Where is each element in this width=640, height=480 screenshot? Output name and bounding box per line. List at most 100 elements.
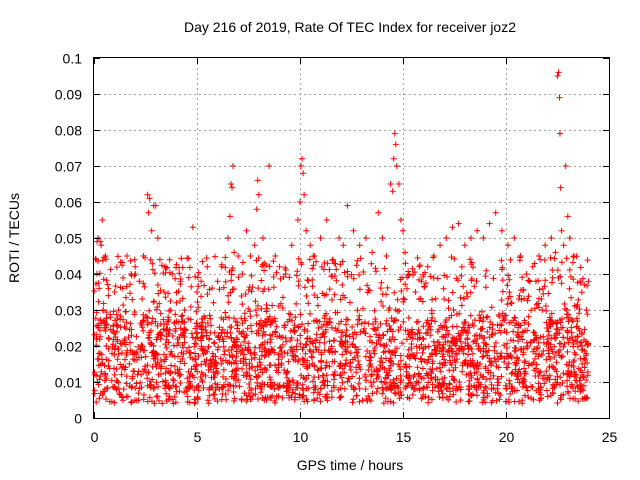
data-point (320, 372, 327, 379)
data-point (441, 359, 448, 366)
data-point (357, 366, 364, 373)
data-point (384, 284, 391, 291)
data-point (566, 266, 573, 273)
grid-lines (94, 58, 609, 418)
data-point (270, 258, 277, 265)
data-point (378, 279, 385, 286)
data-point (99, 391, 106, 398)
data-point (304, 335, 311, 342)
data-point (477, 372, 484, 379)
data-point (416, 263, 423, 270)
data-point (225, 292, 232, 299)
data-point (228, 277, 235, 284)
data-point (482, 348, 489, 355)
data-point (297, 199, 303, 205)
data-point (319, 290, 326, 297)
data-point (361, 319, 368, 326)
data-point (154, 281, 161, 288)
data-point (110, 308, 117, 315)
data-point (179, 295, 186, 302)
data-point (153, 393, 160, 400)
data-point (184, 398, 191, 405)
data-point (205, 343, 212, 350)
data-point (573, 371, 580, 378)
data-point (440, 285, 447, 292)
data-point (301, 284, 308, 291)
data-point (409, 335, 416, 342)
data-point (214, 346, 221, 353)
data-point (443, 394, 450, 401)
data-point (255, 255, 262, 262)
data-point (311, 253, 318, 259)
data-point (445, 305, 452, 312)
data-point (239, 259, 246, 266)
data-point (495, 390, 502, 397)
data-point (420, 384, 427, 391)
data-point (498, 297, 505, 304)
data-point (546, 364, 553, 371)
data-point (528, 383, 535, 390)
data-point (181, 339, 188, 346)
data-point (311, 384, 318, 391)
data-point (402, 249, 409, 256)
data-point (356, 286, 363, 293)
data-point (557, 319, 564, 326)
data-point (309, 276, 316, 283)
data-point (152, 361, 159, 368)
data-point (570, 363, 577, 370)
data-point (279, 334, 286, 341)
data-point (548, 346, 555, 353)
data-point (353, 392, 360, 399)
data-point (118, 371, 125, 378)
data-point (332, 348, 339, 355)
data-point (506, 380, 513, 387)
data-point (224, 329, 231, 336)
data-point (335, 327, 342, 334)
data-point (233, 338, 240, 345)
data-point (261, 267, 268, 274)
data-point (128, 399, 135, 406)
data-point (477, 360, 484, 367)
data-point (353, 349, 360, 356)
data-point (381, 379, 388, 386)
data-point (497, 353, 504, 360)
data-point (158, 332, 165, 339)
data-point (490, 372, 497, 379)
data-point (211, 253, 218, 260)
data-point (355, 380, 362, 387)
data-point (488, 381, 495, 388)
data-point (286, 382, 293, 389)
data-point (129, 296, 136, 303)
data-point (169, 396, 176, 403)
data-point (379, 384, 386, 391)
data-point (142, 363, 149, 370)
data-point (371, 350, 378, 357)
data-point (252, 367, 259, 374)
data-point (413, 349, 420, 356)
data-point (148, 398, 155, 405)
data-point (387, 326, 394, 333)
data-point (234, 325, 241, 332)
data-point (214, 398, 221, 405)
data-point (309, 265, 316, 272)
data-point (154, 383, 161, 390)
data-point (280, 383, 287, 390)
data-point (428, 368, 435, 375)
data-point (380, 303, 387, 310)
data-point (225, 387, 232, 394)
data-point (314, 318, 321, 325)
data-point (282, 271, 289, 277)
data-point (539, 307, 546, 314)
data-point (394, 296, 401, 303)
data-point (282, 264, 289, 271)
data-point (97, 238, 104, 245)
data-point (426, 320, 433, 327)
data-point (547, 392, 554, 399)
y-tick-label: 0.05 (55, 231, 82, 247)
data-point (170, 342, 177, 349)
data-point (357, 329, 364, 336)
data-point (397, 366, 404, 373)
data-point (505, 295, 512, 302)
data-point (134, 371, 141, 378)
